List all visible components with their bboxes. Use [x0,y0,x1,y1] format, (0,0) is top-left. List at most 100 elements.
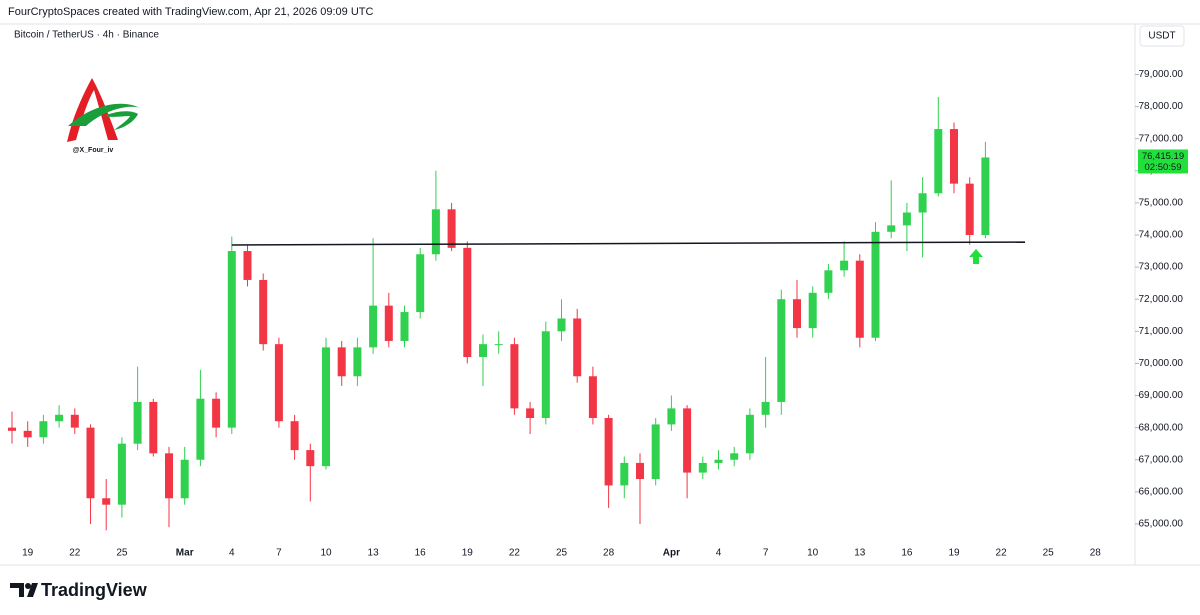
x-tick-label: 4 [716,548,722,559]
candle-body [683,408,692,473]
x-tick-label: 7 [276,548,282,559]
currency-box [1139,25,1185,47]
candle-body [39,421,48,438]
x-tick-label: 25 [116,548,128,559]
candle-body [824,270,833,293]
countdown-label: 02:50:59 [1145,162,1182,173]
y-tick-label: 78,000.00 [1139,101,1184,112]
x-tick-label: 19 [462,548,474,559]
candle-body [636,462,644,479]
x-tick-label: 13 [854,548,866,559]
candle-body [337,347,346,377]
y-tick-label: 69,000.00 [1139,390,1184,401]
candle-body [855,260,864,338]
x-tick-label: 28 [1090,548,1102,559]
candle-body [777,299,786,402]
y-tick-label: 77,000.00 [1139,133,1184,144]
x-tick-label: 25 [1043,548,1055,559]
x-tick-label: 7 [763,548,769,559]
candle-body [840,260,849,271]
candle-body [871,231,880,338]
candle-body [950,129,958,184]
last-price-box [1138,149,1188,174]
candle-body [965,183,974,235]
candle-body [306,450,315,467]
y-tick-label: 75,000.00 [1139,198,1184,209]
candle-body [384,305,393,341]
x-tick-label: 16 [901,548,913,559]
candle-body [274,344,283,422]
x-tick-label: 16 [415,548,427,559]
candle-body [667,408,676,425]
y-tick-label: 71,000.00 [1139,326,1184,337]
candle-body [322,347,330,467]
symbol-title: Bitcoin / TetherUS · 4h · Binance [14,30,159,41]
x-tick-label: 22 [69,548,81,559]
candle-body [23,430,32,438]
y-tick-label: 79,000.00 [1139,69,1184,80]
x-tick-label: Apr [663,548,680,559]
candle-body [117,443,126,505]
candle-body [353,347,362,377]
x-tick-label: 19 [22,548,34,559]
candle-body [745,414,754,454]
candle-body [149,401,158,454]
candle-body [526,408,535,418]
candle-body [793,299,801,329]
x-tick-label: 10 [807,548,819,559]
candle-body [887,225,896,232]
candle-body [102,498,111,505]
candle-body [761,401,770,415]
candle-body [290,421,299,451]
candle-body [70,414,79,428]
candle-body [86,427,95,499]
candle-body [651,424,660,479]
candle-body [447,209,456,248]
last-price-label: 76,415.19 [1142,151,1184,162]
footer: TradingView [41,580,148,600]
arrow-annotation [969,249,983,264]
candle-body [369,305,378,348]
candle-body [416,254,425,313]
candle-body [494,344,503,346]
candle-body [573,318,582,377]
candle-body [698,462,707,473]
candle-body [557,318,566,332]
candle-body [196,398,205,460]
candle-body [400,312,409,341]
y-tick-label: 74,000.00 [1139,230,1184,241]
x-tick-label: 19 [948,548,960,559]
candle-body [808,292,817,329]
y-tick-label: 73,000.00 [1139,262,1184,273]
candle-body [431,209,440,255]
footer-logo [10,583,38,597]
x-tick-label: 13 [368,548,380,559]
y-tick-label: 66,000.00 [1139,486,1184,497]
candle-body [981,157,990,235]
support-line [231,241,1026,246]
candle-body [180,459,189,499]
candle-body [133,401,142,444]
x-tick-label: 22 [996,548,1008,559]
candle-body [8,427,16,431]
y-tick-label: 65,000.00 [1139,519,1184,530]
candle-body [463,247,472,357]
y-tick-label: 72,000.00 [1139,294,1184,305]
currency: USDT [1148,31,1175,42]
candle-body [479,344,487,357]
y-tick-label: 70,000.00 [1139,358,1184,369]
watermark: @X_Four_iv [73,147,114,154]
candle-body [902,212,911,226]
candle-body [165,453,173,499]
x-tick-label: 10 [320,548,332,559]
candle-body [212,398,221,428]
x-tick-label: 22 [509,548,521,559]
candle-body [510,344,519,409]
candle-body [918,193,927,213]
x-tick-label: 28 [603,548,615,559]
y-tick-label: 67,000.00 [1139,454,1184,465]
candle-body [934,129,943,194]
